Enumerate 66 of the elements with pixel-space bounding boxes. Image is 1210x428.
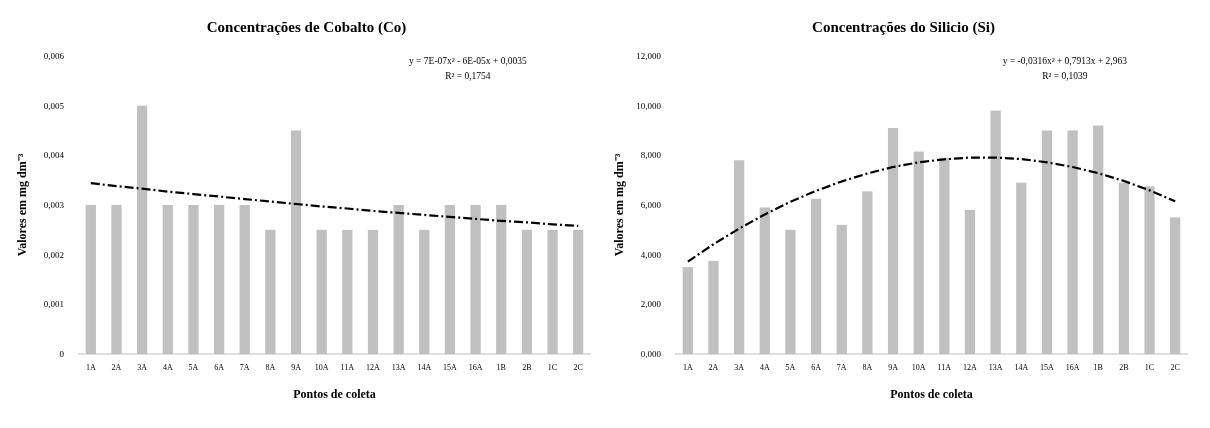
x-tick-label: 11A	[340, 363, 355, 372]
annotation: y = 7E-07x² - 6E-05x + 0,0035	[408, 56, 528, 66]
x-tick-label: 2B	[1119, 363, 1129, 372]
x-tick-label: 5A	[188, 363, 199, 372]
x-tick-label: 9A	[291, 363, 302, 372]
x-tick-label: 7A	[239, 363, 250, 372]
chart-title: Concentrações de Cobalto (Co)	[206, 19, 407, 36]
chart-title: Concentrações do Silicio (Si)	[812, 19, 995, 36]
x-axis-title: Pontos de coleta	[293, 387, 376, 401]
x-tick-label: 8A	[862, 363, 873, 372]
y-tick-label: 0,005	[43, 100, 65, 111]
x-tick-label: 10A	[314, 363, 329, 372]
x-tick-label: 9A	[888, 363, 899, 372]
x-tick-label: 16A	[1065, 363, 1080, 372]
y-tick-label: 12,000	[636, 51, 662, 62]
x-tick-label: 6A	[214, 363, 225, 372]
x-tick-label: 1C	[1144, 363, 1155, 372]
annotation: R² = 0,1754	[445, 71, 491, 81]
x-tick-label: 4A	[162, 363, 173, 372]
line-series	[89, 182, 580, 227]
y-tick-label: 6,000	[640, 200, 662, 211]
y-tick-label: 0,006	[43, 51, 65, 62]
x-tick-label: 1A	[682, 363, 693, 372]
y-axis-title: Valores em mg dm⁻³	[15, 153, 29, 257]
x-tick-label: 13A	[391, 363, 406, 372]
y-tick-label: 0	[59, 349, 65, 360]
y-tick-label: 0,000	[640, 349, 662, 360]
x-tick-label: 1B	[496, 363, 506, 372]
x-tick-label: 12A	[366, 363, 381, 372]
x-tick-label: 8A	[265, 363, 276, 372]
x-tick-label: 5A	[785, 363, 796, 372]
x-tick-label: 13A	[988, 363, 1003, 372]
x-tick-label: 2A	[708, 363, 719, 372]
x-tick-label: 15A	[443, 363, 458, 372]
x-tick-label: 1B	[1093, 363, 1103, 372]
x-tick-label: 15A	[1040, 363, 1055, 372]
y-tick-label: 4,000	[640, 249, 662, 260]
x-tick-label: 14A	[1014, 363, 1029, 372]
x-tick-label: 3A	[137, 363, 148, 372]
line-series	[686, 156, 1177, 263]
y-tick-label: 0,002	[43, 249, 64, 260]
x-tick-label: 1A	[85, 363, 96, 372]
y-tick-label: 0,004	[43, 150, 65, 161]
y-tick-label: 10,000	[636, 100, 662, 111]
x-tick-label: 2A	[111, 363, 122, 372]
y-tick-label: 8,000	[640, 150, 662, 161]
x-tick-label: 10A	[911, 363, 926, 372]
y-tick-label: 2,000	[640, 299, 662, 310]
annotation: y = -0,0316x² + 0,7913x + 2,963	[1002, 56, 1128, 66]
x-tick-label: 1C	[547, 363, 558, 372]
x-tick-label: 7A	[836, 363, 847, 372]
x-tick-label: 2C	[573, 363, 583, 372]
y-tick-label: 0,001	[43, 299, 64, 310]
x-axis-title: Pontos de coleta	[890, 387, 973, 401]
x-tick-label: 2C	[1170, 363, 1180, 372]
x-tick-label: 16A	[468, 363, 483, 372]
annotation: R² = 0,1039	[1042, 71, 1088, 81]
x-tick-label: 14A	[417, 363, 432, 372]
x-tick-label: 3A	[734, 363, 745, 372]
x-tick-label: 11A	[937, 363, 952, 372]
x-tick-label: 4A	[759, 363, 770, 372]
x-tick-label: 6A	[811, 363, 822, 372]
x-tick-label: 12A	[963, 363, 978, 372]
x-tick-label: 2B	[522, 363, 532, 372]
y-axis-title: Valores em mg dm⁻³	[612, 153, 626, 257]
y-tick-label: 0,003	[43, 200, 65, 211]
